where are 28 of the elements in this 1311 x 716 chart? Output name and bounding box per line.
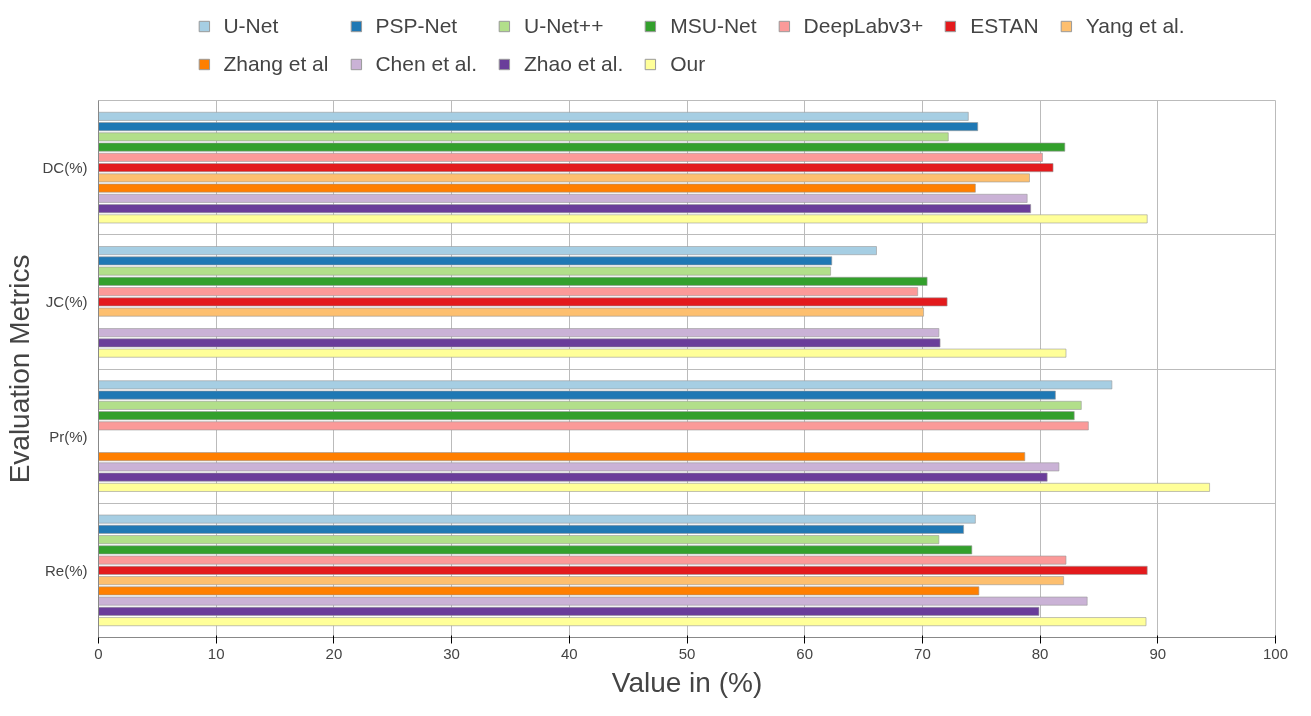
legend-label: Yang et al. (1085, 14, 1185, 38)
legend-label: Zhao et al. (524, 52, 624, 76)
legend-label: U-Net++ (524, 14, 604, 38)
x-tick-label: 70 (914, 644, 931, 662)
legend-label: U-Net (223, 14, 279, 38)
x-tick-label: 90 (1149, 644, 1167, 662)
legend-label: Our (670, 52, 706, 76)
legend-label: Zhang et al (223, 52, 329, 76)
y-axis-title: Evaluation Metrics (3, 254, 35, 484)
legend-label: Chen et al. (375, 52, 478, 76)
y-tick-label: Re(%) (45, 561, 88, 579)
x-tick-label: 50 (678, 644, 696, 662)
x-axis-title: Value in (%) (611, 666, 763, 698)
x-tick-label: 0 (94, 644, 103, 662)
y-tick-label: Pr(%) (49, 427, 88, 445)
x-tick-label: 30 (443, 644, 460, 662)
legend-label: MSU-Net (670, 14, 757, 38)
x-tick-label: 20 (325, 644, 343, 662)
x-tick-label: 100 (1262, 644, 1289, 662)
x-tick-label: 40 (560, 644, 578, 662)
legend-label: PSP-Net (375, 14, 458, 38)
legend-label: DeepLabv3+ (803, 14, 924, 38)
legend-label: ESTAN (970, 14, 1039, 38)
y-tick-label: JC(%) (45, 293, 88, 311)
y-tick-label: DC(%) (42, 159, 88, 177)
x-tick-label: 10 (207, 644, 225, 662)
x-tick-label: 80 (1031, 644, 1049, 662)
x-tick-label: 60 (796, 644, 814, 662)
